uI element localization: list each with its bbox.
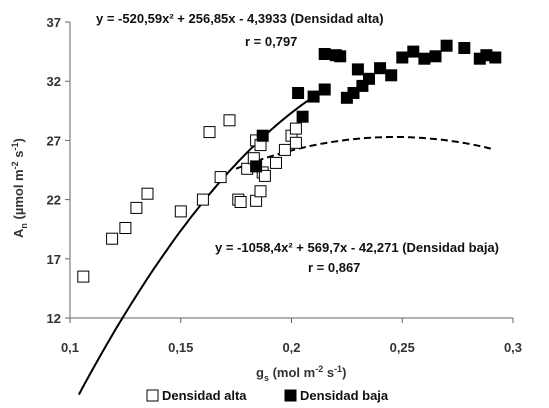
point-densidad-baja xyxy=(356,79,369,92)
x-tick-label: 0,25 xyxy=(390,340,415,355)
r-value-densidad-alta: r = 0,797 xyxy=(245,34,297,49)
y-tick-label: 27 xyxy=(47,133,61,148)
x-axis-title-sub: s xyxy=(264,373,269,383)
data-points xyxy=(77,39,502,283)
trendline-solid xyxy=(78,92,319,396)
point-densidad-baja xyxy=(250,160,263,173)
y-axis-title: An (µmol m-2 s-1) xyxy=(10,138,29,238)
point-densidad-baja xyxy=(334,50,347,63)
x-tick-label: 0,2 xyxy=(282,340,300,355)
r-value-densidad-baja: r = 0,867 xyxy=(308,260,360,275)
point-densidad-alta xyxy=(106,232,119,245)
y-axis-title-unit-mid: s xyxy=(11,151,26,162)
point-densidad-alta xyxy=(119,222,132,234)
y-axis-ticks: 12 17 22 27 32 37 xyxy=(47,15,70,326)
x-axis-ticks: 0,1 0,15 0,2 0,25 0,3 xyxy=(61,318,522,355)
point-densidad-alta xyxy=(77,270,90,283)
point-densidad-baja xyxy=(347,87,360,99)
legend-marker-densidad-baja xyxy=(284,389,297,402)
point-densidad-alta xyxy=(270,156,282,169)
point-densidad-alta xyxy=(289,122,302,135)
point-densidad-baja xyxy=(363,72,375,85)
point-densidad-baja xyxy=(489,51,502,64)
x-axis-title-sup1: -2 xyxy=(315,364,323,374)
point-densidad-alta xyxy=(278,143,291,156)
y-tick-label: 22 xyxy=(47,193,61,208)
trendlines xyxy=(78,92,492,396)
x-tick-label: 0,1 xyxy=(61,340,79,355)
x-axis-title-unit-pre: (mol m xyxy=(269,365,315,380)
point-densidad-alta xyxy=(289,136,302,149)
y-axis-title-sup2: -1 xyxy=(10,143,20,151)
point-densidad-baja xyxy=(440,39,453,52)
x-axis-title-unit-post: ) xyxy=(342,365,346,380)
point-densidad-baja xyxy=(458,42,471,54)
y-axis-title-sub: n xyxy=(19,223,29,229)
x-axis-title: gs (mol m-2 s-1) xyxy=(256,364,346,383)
point-densidad-alta xyxy=(234,196,247,208)
y-axis-title-sup1: -2 xyxy=(10,161,20,169)
y-tick-label: 32 xyxy=(47,74,61,89)
y-tick-label: 37 xyxy=(47,15,61,30)
point-densidad-alta xyxy=(258,169,271,182)
point-densidad-baja xyxy=(385,69,398,82)
point-densidad-alta xyxy=(223,114,236,127)
legend: Densidad alta Densidad baja xyxy=(146,388,389,403)
point-densidad-baja xyxy=(418,52,431,65)
x-axis-title-unit-mid: s xyxy=(323,365,334,380)
equation-densidad-baja: y = -1058,4x² + 569,7x - 42,271 (Densida… xyxy=(215,240,499,255)
point-densidad-baja xyxy=(296,110,309,123)
point-densidad-alta xyxy=(254,185,267,198)
trendline-dashed xyxy=(235,136,492,170)
point-densidad-baja xyxy=(374,62,387,75)
legend-marker-densidad-alta xyxy=(146,389,159,402)
x-axis-title-sup2: -1 xyxy=(334,364,342,374)
point-densidad-alta xyxy=(214,171,227,184)
point-densidad-alta xyxy=(174,205,187,218)
x-tick-label: 0,3 xyxy=(504,340,522,355)
point-densidad-baja xyxy=(307,90,320,103)
point-densidad-baja xyxy=(407,45,420,58)
y-tick-label: 12 xyxy=(47,311,61,326)
x-axis-title-main: g xyxy=(256,365,264,380)
point-densidad-alta xyxy=(203,126,216,139)
point-densidad-alta xyxy=(196,193,209,206)
legend-label-densidad-alta: Densidad alta xyxy=(162,388,247,403)
y-axis-title-unit-pre: (µmol m xyxy=(11,169,26,223)
y-axis-title-main: A xyxy=(11,228,26,238)
equation-densidad-alta: y = -520,59x² + 256,85x - 4,3933 (Densid… xyxy=(96,11,384,26)
point-densidad-baja xyxy=(318,48,331,60)
point-densidad-baja xyxy=(292,87,305,99)
point-densidad-alta xyxy=(130,201,143,214)
point-densidad-baja xyxy=(318,83,331,96)
point-densidad-baja xyxy=(256,129,269,142)
x-tick-label: 0,15 xyxy=(168,340,193,355)
point-densidad-baja xyxy=(351,63,364,76)
point-densidad-baja xyxy=(396,51,409,64)
point-densidad-alta xyxy=(141,187,154,200)
y-axis-title-unit-post: ) xyxy=(11,138,26,142)
y-tick-label: 17 xyxy=(47,252,61,267)
point-densidad-baja xyxy=(429,50,442,63)
legend-label-densidad-baja: Densidad baja xyxy=(300,388,389,403)
